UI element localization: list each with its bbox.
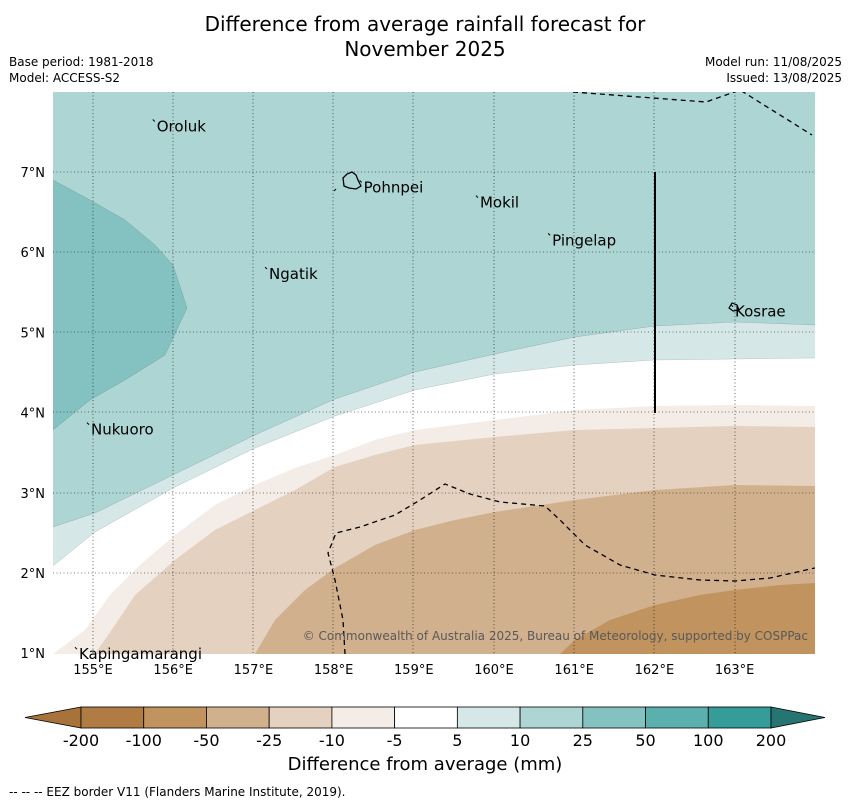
colorbar-segment — [645, 706, 709, 729]
model-name: Model: ACCESS-S2 — [9, 71, 121, 85]
place-label: Pingelap — [552, 231, 616, 249]
colorbar-tick-label: -100 — [126, 731, 162, 750]
place-label: Pohnpei — [364, 178, 424, 196]
colorbar-tick-label: -50 — [193, 731, 219, 750]
colorbar-tick-label: -25 — [256, 731, 282, 750]
meta-left: Base period: 1981-2018 Model: ACCESS-S2 — [9, 54, 154, 86]
colorbar-tick-label: 25 — [573, 731, 593, 750]
colorbar-extend-low — [24, 706, 82, 729]
longitude-tick-label: 160°E — [474, 663, 514, 678]
place-label: Ngatik — [269, 265, 318, 283]
issued-date: Issued: 13/08/2025 — [726, 71, 842, 85]
latitude-tick-label: 7°N — [21, 166, 46, 181]
model-run: Model run: 11/08/2025 — [704, 55, 842, 69]
place-label: Kosrae — [735, 303, 786, 321]
title-line-1: Difference from average rainfall forecas… — [204, 12, 646, 36]
title-line-2: November 2025 — [344, 37, 506, 61]
colorbar-segment — [394, 706, 458, 729]
colorbar-segment — [143, 706, 207, 729]
longitude-tick-label: 159°E — [394, 663, 434, 678]
latitude-tick-label: 1°N — [21, 647, 46, 662]
rainfall-anomaly-field — [53, 92, 815, 654]
colorbar-segment — [519, 706, 584, 729]
band-dry-50-100 — [560, 583, 815, 654]
kosrae-island — [728, 302, 740, 312]
latitude-tick-label: 4°N — [21, 407, 46, 422]
colorbar: -200 -100 -50 -25 -10 -5 5 10 25 50 100 200 — [24, 706, 826, 750]
place-marker — [86, 422, 90, 425]
place-marker — [359, 180, 363, 183]
longitude-tick-label: 162°E — [635, 663, 675, 678]
colorbar-tick-label: 10 — [510, 731, 530, 750]
copyright-text: © Commonwealth of Australia 2025, Bureau… — [303, 629, 808, 643]
place-marker — [730, 304, 734, 308]
place-label: Oroluk — [157, 117, 206, 135]
band-wet-10-25 — [53, 92, 815, 527]
meta-right: Model run: 11/08/2025 Issued: 13/08/2025 — [705, 54, 842, 86]
place-marker — [475, 195, 479, 199]
longitude-ticks: 155°E 156°E 157°E 158°E 159°E 160°E 161°E 162°E… — [73, 663, 754, 678]
colorbar-segment — [268, 706, 333, 729]
colorbar-segment — [456, 706, 521, 729]
place-marker — [547, 233, 551, 236]
latitude-tick-label: 2°N — [21, 567, 46, 582]
place-label: Mokil — [480, 194, 519, 212]
longitude-tick-label: 157°E — [234, 663, 274, 678]
eez-border — [327, 92, 815, 654]
latitude-tick-label: 6°N — [21, 246, 46, 261]
place-label: Nukuoro — [91, 421, 154, 439]
longitude-tick-label: 163°E — [715, 663, 755, 678]
latitude-ticks: 1°N 2°N 3°N 4°N 5°N 6°N 7°N — [21, 166, 46, 662]
colorbar-segment — [331, 706, 396, 729]
islet-mark — [333, 188, 337, 192]
place-marker — [152, 119, 156, 122]
place-labels: Oroluk Pohnpei Mokil Pingelap Ngatik Kosrae Nu… — [74, 117, 786, 663]
pohnpei-island — [342, 171, 362, 190]
colorbar-segment — [80, 706, 145, 729]
colorbar-segment — [707, 706, 772, 729]
latitude-tick-label: 5°N — [21, 326, 46, 341]
longitude-tick-label: 161°E — [554, 663, 594, 678]
longitude-tick-label: 155°E — [73, 663, 113, 678]
colorbar-tick-label: 100 — [693, 731, 724, 750]
colorbar-tick-label: 5 — [452, 731, 462, 750]
place-label: Kapingamarangi — [79, 645, 202, 663]
contour-lines — [53, 179, 815, 567]
base-period: Base period: 1981-2018 — [9, 55, 154, 69]
place-marker — [264, 266, 268, 270]
colorbar-tick-label: -5 — [387, 731, 403, 750]
longitude-tick-label: 158°E — [314, 663, 354, 678]
place-marker — [74, 646, 78, 650]
latitude-tick-label: 3°N — [21, 487, 46, 502]
colorbar-title: Difference from average (mm) — [287, 754, 563, 775]
colorbar-segment — [582, 706, 646, 729]
longitude-tick-label: 156°E — [153, 663, 193, 678]
map-title: Difference from average rainfall forecas… — [0, 12, 850, 62]
colorbar-tick-label: -200 — [63, 731, 99, 750]
colorbar-tick-label: 50 — [635, 731, 655, 750]
colorbar-tick-label: -10 — [319, 731, 345, 750]
colorbar-tick-label: 200 — [756, 731, 787, 750]
colorbar-segment — [206, 706, 270, 729]
eez-footer-note: -- -- -- EEZ border V11 (Flanders Marine… — [9, 785, 346, 799]
band-wet-25-50 — [53, 180, 187, 430]
colorbar-extend-high — [770, 706, 826, 729]
